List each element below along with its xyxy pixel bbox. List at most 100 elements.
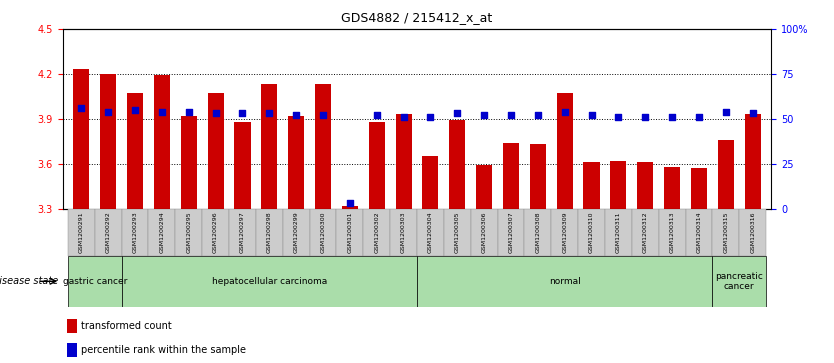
Bar xyxy=(530,144,546,209)
Bar xyxy=(369,122,384,209)
Text: disease state: disease state xyxy=(0,276,58,286)
Point xyxy=(505,113,518,118)
Bar xyxy=(712,256,766,307)
Text: GSM1200306: GSM1200306 xyxy=(481,212,486,253)
Text: percentile rank within the sample: percentile rank within the sample xyxy=(81,345,246,355)
Point xyxy=(128,107,142,113)
Text: GSM1200308: GSM1200308 xyxy=(535,212,540,253)
Point xyxy=(477,113,490,118)
Bar xyxy=(153,76,170,209)
Text: GSM1200301: GSM1200301 xyxy=(348,212,353,253)
Point xyxy=(102,109,115,115)
Text: GSM1200309: GSM1200309 xyxy=(562,212,567,253)
Bar xyxy=(470,209,498,256)
Text: GSM1200303: GSM1200303 xyxy=(401,212,406,253)
Bar xyxy=(256,209,283,256)
Text: GSM1200315: GSM1200315 xyxy=(723,212,728,253)
Point xyxy=(531,113,545,118)
Text: normal: normal xyxy=(549,277,580,286)
Bar xyxy=(578,209,605,256)
Point xyxy=(424,114,437,120)
Bar xyxy=(503,143,519,209)
Bar xyxy=(739,209,766,256)
Bar xyxy=(476,165,492,209)
Point xyxy=(182,109,195,115)
Bar xyxy=(175,209,202,256)
Point xyxy=(316,113,329,118)
Text: GSM1200293: GSM1200293 xyxy=(133,211,138,253)
Bar xyxy=(632,209,659,256)
Bar xyxy=(659,209,686,256)
Bar xyxy=(417,209,444,256)
Text: GSM1200310: GSM1200310 xyxy=(589,212,594,253)
Text: GSM1200313: GSM1200313 xyxy=(670,212,675,253)
Bar xyxy=(718,140,734,209)
Bar xyxy=(67,319,77,333)
Bar xyxy=(556,93,573,209)
Text: GSM1200294: GSM1200294 xyxy=(159,211,164,253)
Point xyxy=(236,111,249,117)
Text: GSM1200296: GSM1200296 xyxy=(214,212,219,253)
Bar xyxy=(95,209,122,256)
Point xyxy=(746,111,759,117)
Bar xyxy=(309,209,336,256)
Bar xyxy=(336,209,364,256)
Bar xyxy=(364,209,390,256)
Point xyxy=(692,114,706,120)
Bar xyxy=(127,93,143,209)
Text: GSM1200316: GSM1200316 xyxy=(750,212,755,253)
Bar xyxy=(390,209,417,256)
Text: pancreatic
cancer: pancreatic cancer xyxy=(716,272,763,291)
Bar xyxy=(122,256,417,307)
Text: GSM1200300: GSM1200300 xyxy=(320,212,325,253)
Point xyxy=(611,114,625,120)
Bar xyxy=(551,209,578,256)
Text: GSM1200299: GSM1200299 xyxy=(294,211,299,253)
Text: GSM1200307: GSM1200307 xyxy=(509,212,514,253)
Text: GSM1200292: GSM1200292 xyxy=(106,211,111,253)
Point xyxy=(666,114,679,120)
Bar xyxy=(610,161,626,209)
Text: GSM1200312: GSM1200312 xyxy=(643,212,648,253)
Bar xyxy=(68,209,95,256)
Bar xyxy=(498,209,525,256)
Bar xyxy=(148,209,175,256)
Text: GSM1200302: GSM1200302 xyxy=(374,212,379,253)
Bar xyxy=(288,116,304,209)
Point xyxy=(289,113,303,118)
Text: GDS4882 / 215412_x_at: GDS4882 / 215412_x_at xyxy=(341,11,493,24)
Bar xyxy=(422,156,439,209)
Bar xyxy=(208,93,224,209)
Bar xyxy=(342,206,358,209)
Bar xyxy=(525,209,551,256)
Point xyxy=(719,109,732,115)
Text: gastric cancer: gastric cancer xyxy=(63,277,127,286)
Bar xyxy=(605,209,632,256)
Bar xyxy=(315,85,331,209)
Text: GSM1200305: GSM1200305 xyxy=(455,212,460,253)
Bar xyxy=(450,121,465,209)
Point xyxy=(155,109,168,115)
Bar xyxy=(122,209,148,256)
Bar xyxy=(584,162,600,209)
Point xyxy=(558,109,571,115)
Point xyxy=(397,114,410,120)
Bar xyxy=(181,116,197,209)
Point xyxy=(450,111,464,117)
Text: GSM1200295: GSM1200295 xyxy=(186,212,191,253)
Bar xyxy=(664,167,681,209)
Bar xyxy=(395,114,412,209)
Bar xyxy=(67,343,77,357)
Text: GSM1200314: GSM1200314 xyxy=(696,212,701,253)
Bar xyxy=(283,209,309,256)
Bar xyxy=(712,209,739,256)
Bar xyxy=(100,74,116,209)
Point xyxy=(344,200,357,206)
Bar xyxy=(234,122,250,209)
Point xyxy=(370,113,384,118)
Text: GSM1200297: GSM1200297 xyxy=(240,211,245,253)
Bar xyxy=(691,168,707,209)
Bar xyxy=(444,209,470,256)
Bar xyxy=(745,114,761,209)
Text: GSM1200298: GSM1200298 xyxy=(267,212,272,253)
